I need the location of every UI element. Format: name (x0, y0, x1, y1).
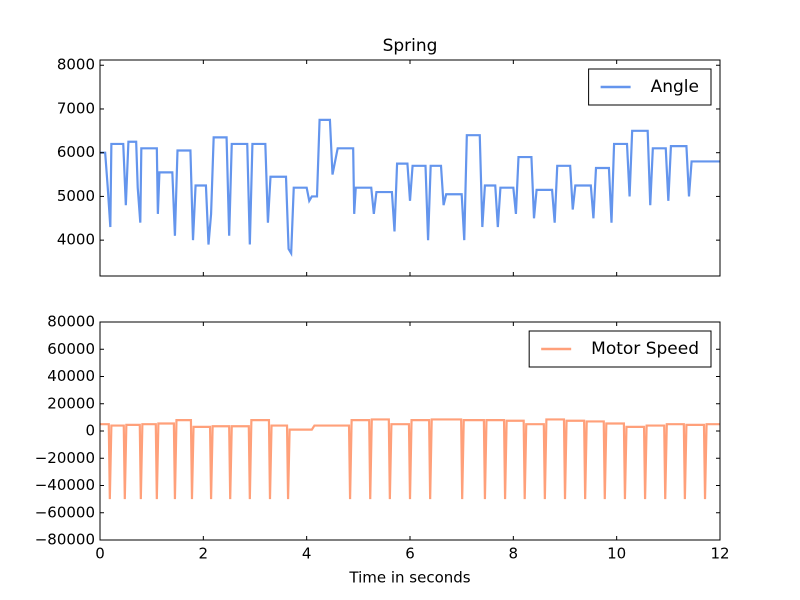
y-tick-label: 20000 (47, 394, 95, 412)
x-tick-label: 0 (95, 545, 105, 563)
y-tick-label: −20000 (35, 449, 95, 467)
x-tick-label: 8 (509, 545, 519, 563)
subplot: Spring 4000 5000 6000 7000 8000 Angle (57, 36, 721, 277)
y-tick-label: 8000 (57, 56, 95, 74)
x-axis-label: Time in seconds (348, 569, 470, 587)
y-tick-label: −40000 (35, 476, 95, 494)
y-tick-label: 7000 (57, 99, 95, 117)
y-tick-label: 0 (85, 422, 95, 440)
legend: Angle (588, 68, 712, 106)
x-tick-label: 6 (405, 545, 415, 563)
y-tick-label: 80000 (47, 313, 95, 331)
y-tick-label: 5000 (57, 187, 95, 205)
subplot: Time in seconds −80000 −60000 −40000 −20000 0… (35, 313, 730, 587)
x-tick-label: 12 (710, 545, 729, 563)
y-tick-label: 60000 (47, 340, 95, 358)
legend-label: Motor Speed (591, 339, 699, 359)
y-tick-label: 4000 (57, 231, 95, 249)
y-tick-label: −80000 (35, 531, 95, 549)
x-tick-label: 2 (199, 545, 209, 563)
legend-label: Angle (651, 77, 699, 97)
series-line (100, 118, 720, 258)
series-line (100, 418, 720, 500)
chart-title: Spring (383, 36, 438, 56)
x-tick-label: 10 (607, 545, 626, 563)
y-tick-label: 6000 (57, 143, 95, 161)
y-tick-label: −60000 (35, 503, 95, 521)
x-tick-label: 4 (302, 545, 312, 563)
legend: Motor Speed (528, 330, 712, 368)
y-tick-label: 40000 (47, 367, 95, 385)
